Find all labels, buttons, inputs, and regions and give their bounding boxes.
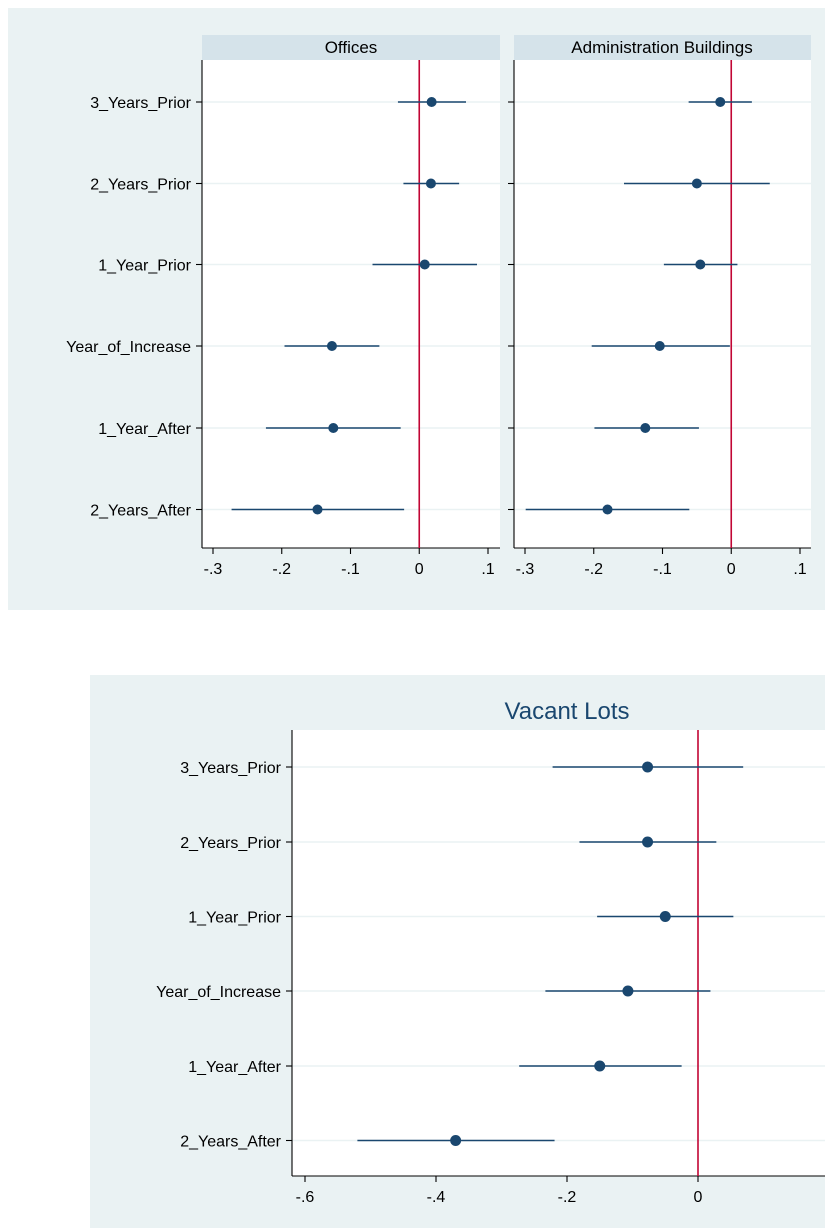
offices-estimate-point (426, 97, 437, 107)
vacant-estimate-point (642, 836, 654, 848)
offices-estimate-point (419, 259, 430, 270)
vacant-y-tick-label: 1_Year_After (188, 1059, 281, 1076)
admin-x-tick-label: -.2 (584, 561, 603, 578)
vacant-estimate-point (450, 1135, 462, 1146)
vacant-x-tick-label: -.2 (558, 1189, 577, 1206)
offices-panel: 3_Years_Prior 2_Years_Prior 1_Year_Prior Ye… (66, 60, 500, 578)
vacant-x-tick-label: -.6 (296, 1189, 315, 1206)
vacant-title: Vacant Lots (505, 698, 630, 725)
admin-plot-area (514, 60, 811, 548)
offices-estimate-point (312, 504, 323, 515)
admin-title: Administration Buildings (571, 38, 752, 57)
offices-title: Offices (325, 38, 378, 57)
offices-estimate-point (326, 341, 337, 351)
admin-estimate-point (602, 504, 613, 515)
vacant-plot-area (292, 730, 825, 1176)
vacant-y-tick-label: 1_Year_Prior (188, 910, 281, 927)
offices-y-tick-label: 1_Year_Prior (98, 258, 191, 275)
offices-estimate-point (425, 178, 436, 189)
vacant-y-tick-label: 3_Years_Prior (180, 760, 281, 777)
offices-y-tick-label: 2_Years_Prior (90, 177, 191, 194)
offices-estimate-point (328, 423, 339, 433)
vacant-y-tick-label: Year_of_Increase (156, 984, 281, 1001)
offices-x-tick-label: -.3 (204, 561, 223, 578)
offices-y-tick-label: Year_of_Increase (66, 339, 191, 356)
offices-y-tick-label: 2_Years_After (90, 503, 191, 520)
admin-estimate-point (691, 178, 702, 189)
offices-plot-area (202, 60, 500, 548)
offices-x-tick-label: -.1 (341, 561, 360, 578)
offices-y-tick-label: 3_Years_Prior (90, 95, 191, 112)
vacant-estimate-point (659, 911, 671, 922)
vacant-panel: 3_Years_Prior 2_Years_Prior 1_Year_Prior Ye… (156, 730, 825, 1206)
admin-estimate-point (640, 423, 651, 433)
offices-x-tick-label: 0 (415, 561, 424, 578)
admin-strip (514, 35, 811, 60)
offices-y-tick-label: 1_Year_After (98, 421, 191, 438)
admin-x-tick-label: 0 (727, 561, 736, 578)
vacant-x-tick-label: -.4 (427, 1189, 446, 1206)
admin-estimate-point (695, 259, 706, 270)
admin-estimate-point (654, 341, 665, 351)
admin-x-tick-label: -.3 (516, 561, 535, 578)
vacant-estimate-point (622, 985, 634, 997)
vacant-x-tick-label: 0 (694, 1189, 703, 1206)
offices-x-tick-label: .1 (481, 561, 494, 578)
admin-x-tick-label: -.1 (653, 561, 672, 578)
offices-strip (202, 35, 500, 60)
admin-estimate-point (715, 97, 726, 107)
vacant-y-tick-label: 2_Years_Prior (180, 835, 281, 852)
admin-x-tick-label: .1 (793, 561, 806, 578)
vacant-estimate-point (594, 1060, 606, 1072)
offices-x-tick-label: -.2 (272, 561, 291, 578)
vacant-y-tick-label: 2_Years_After (180, 1134, 281, 1151)
vacant-estimate-point (642, 761, 654, 773)
admin-panel: -.3 -.2 -.1 0 .1 (508, 60, 811, 578)
